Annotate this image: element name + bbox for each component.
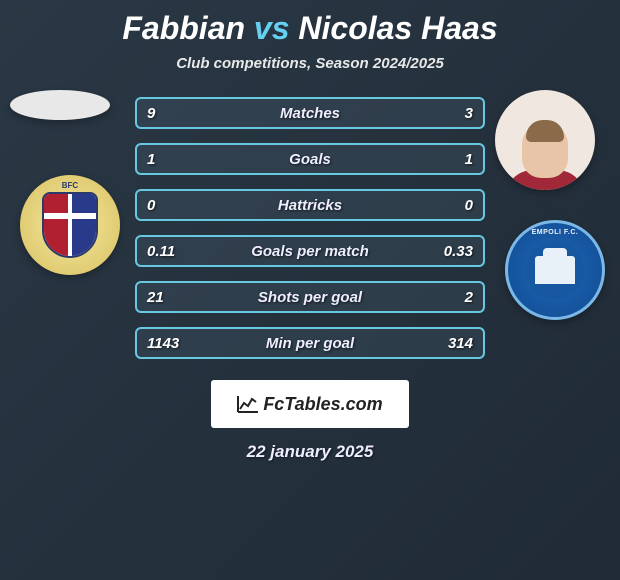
stat-label: Min per goal [266,335,354,352]
watermark: FcTables.com [211,380,409,428]
bfc-shield-icon [42,192,98,258]
right-club-badge: EMPOLI F.C. [505,220,605,320]
stat-right-value: 0.33 [444,243,473,260]
stats-area: BFC EMPOLI F.C. [0,90,620,462]
subtitle: Club competitions, Season 2024/2025 [176,55,444,72]
stat-right-value: 1 [465,151,473,168]
stat-left-value: 0.11 [147,243,175,260]
player2-name: Nicolas Haas [298,10,497,46]
stat-label: Goals [289,151,331,168]
stat-left-value: 0 [147,197,155,214]
chart-icon [237,395,259,413]
title: Fabbian vs Nicolas Haas [122,10,497,47]
stat-label: Goals per match [251,243,369,260]
right-player-avatar [495,90,595,190]
stat-label: Hattricks [278,197,342,214]
stat-row: 9 Matches 3 [135,97,485,129]
stat-row: 0.11 Goals per match 0.33 [135,235,485,267]
empoli-badge-icon: EMPOLI F.C. [505,220,605,320]
stat-left-value: 9 [147,105,155,122]
watermark-text: FcTables.com [263,394,382,415]
stat-left-value: 1143 [147,335,179,352]
left-club-badge: BFC [20,175,120,275]
empoli-building-icon [535,256,575,284]
player-photo-icon [495,90,595,190]
stat-row: 1143 Min per goal 314 [135,327,485,359]
left-player-avatar [10,90,110,120]
stat-row: 21 Shots per goal 2 [135,281,485,313]
vs-label: vs [254,10,290,46]
stat-right-value: 0 [465,197,473,214]
bfc-label: BFC [20,181,120,190]
stat-label: Shots per goal [258,289,362,306]
stat-right-value: 314 [448,335,473,352]
comparison-card: Fabbian vs Nicolas Haas Club competition… [0,0,620,462]
empoli-label: EMPOLI F.C. [508,229,602,236]
stat-right-value: 3 [465,105,473,122]
bfc-badge-icon: BFC [20,175,120,275]
stat-left-value: 1 [147,151,155,168]
stat-row: 1 Goals 1 [135,143,485,175]
stat-right-value: 2 [465,289,473,306]
player-placeholder-icon [10,90,110,120]
player1-name: Fabbian [122,10,245,46]
date-text: 22 january 2025 [247,442,374,462]
stat-label: Matches [280,105,340,122]
stat-row: 0 Hattricks 0 [135,189,485,221]
stat-left-value: 21 [147,289,164,306]
